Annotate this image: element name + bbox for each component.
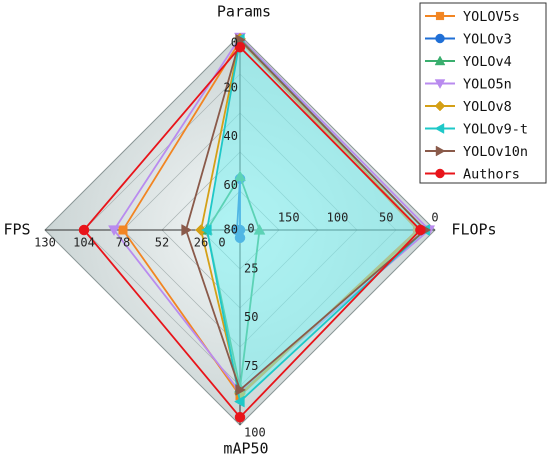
tick-fps-26: 26 (194, 236, 208, 250)
tick-params-40: 40 (224, 129, 238, 143)
chart-legend: YOLOV5s YOLOv3 YOLOv4 YOLO5n YOLOv8 YOLOv9-t Y… (419, 2, 547, 184)
tick-flops-0: 0 (431, 211, 438, 225)
legend-marker-7 (435, 168, 445, 179)
legend-marker-5 (434, 123, 445, 134)
legend-label-6: YOLOv10n (463, 144, 528, 160)
tick-map50-100: 100 (244, 426, 266, 440)
axis-title-map50: mAP50 (223, 440, 268, 458)
data-point-7-map50 (234, 411, 246, 423)
data-point-7-flops (415, 224, 426, 236)
tick-map50-25: 25 (244, 261, 258, 275)
tick-fps-104: 104 (73, 236, 95, 250)
center-label-fps: 0 (218, 236, 225, 250)
axis-title-flops: FLOPs (451, 221, 496, 239)
tick-fps-52: 52 (155, 236, 169, 250)
legend-marker-3 (434, 79, 446, 89)
axis-title-params: Params (217, 3, 271, 21)
legend-label-5: YOLOv9-t (463, 122, 528, 138)
tick-map50-50: 50 (244, 310, 258, 324)
data-point-6-fps (181, 224, 193, 236)
tick-flops-50: 50 (379, 211, 393, 225)
legend-label-0: YOLOV5s (463, 9, 520, 25)
data-point-3-fps (108, 225, 120, 237)
tick-fps-130: 130 (34, 236, 56, 250)
tick-params-20: 20 (224, 80, 238, 94)
tick-flops-150: 150 (278, 211, 300, 225)
center-label-flops: 0 (247, 222, 254, 236)
legend-marker-1 (435, 33, 445, 44)
legend-marker-6 (435, 145, 446, 157)
tick-params-0: 0 (231, 36, 238, 50)
tick-fps-78: 78 (116, 236, 130, 250)
center-label-params: 80 (224, 223, 238, 237)
legend-label-3: YOLO5n (463, 77, 512, 93)
data-point-5-map50 (233, 395, 245, 408)
tick-map50-75: 75 (244, 359, 258, 373)
legend-label-7: Authors (463, 167, 520, 183)
legend-marker-2 (434, 55, 446, 66)
data-point-5-fps (200, 224, 212, 236)
data-point-7-fps (78, 224, 90, 236)
axis-title-fps: FPS (3, 221, 30, 239)
legend-label-1: YOLOv3 (463, 32, 512, 48)
data-point-0-fps (118, 225, 128, 235)
legend-label-4: YOLOv8 (463, 99, 512, 115)
legend-label-2: YOLOv4 (463, 54, 512, 70)
chart-series (78, 32, 436, 423)
tick-flops-100: 100 (327, 211, 349, 225)
data-point-7-params (234, 41, 246, 53)
legend-marker-0 (435, 11, 445, 21)
legend-marker-4 (434, 100, 446, 112)
data-point-6-map50 (235, 383, 247, 396)
tick-params-60: 60 (224, 178, 238, 192)
